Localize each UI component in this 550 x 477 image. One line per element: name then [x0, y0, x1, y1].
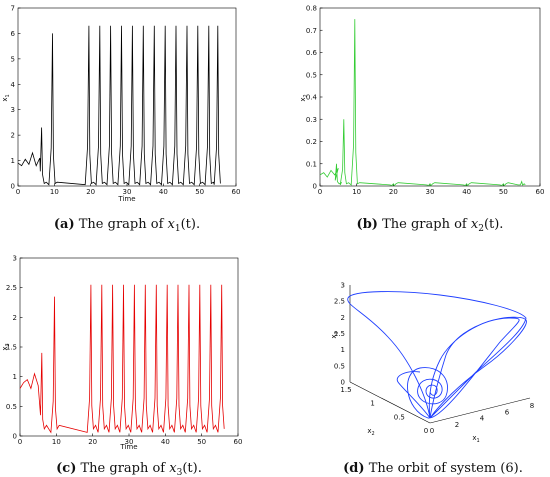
- x-tick-label: 50: [499, 188, 508, 196]
- x3-tick-label: 2: [341, 314, 345, 322]
- ticks-c: 0 10 20 30 40 50 60 0 0.5 1 1.5 2 2.5 3: [6, 255, 243, 447]
- x-tick-label: 50: [195, 188, 204, 196]
- x-tick-label: 20: [389, 188, 398, 196]
- y-tick-label: 0.6: [306, 49, 318, 57]
- x-tick-label: 20: [88, 438, 97, 446]
- x-tick-label: 30: [125, 438, 134, 446]
- y-tick-label: 0.3: [306, 116, 317, 124]
- y-tick-label: 2.5: [6, 284, 17, 292]
- y-tick-label: 3: [13, 255, 17, 263]
- panel-c: 0 10 20 30 40 50 60 0 0.5 1 1.5 2 2.5 3 Time x3 (c) T…: [1, 255, 242, 477]
- axes-3d: [349, 285, 531, 424]
- x1-tick-label: 0: [430, 427, 434, 435]
- ylabel-b: x2: [299, 94, 309, 101]
- x-tick-label: 10: [50, 188, 59, 196]
- x2-tick-label: 1.5: [340, 386, 351, 394]
- x-tick-label: 60: [232, 188, 241, 196]
- series-line-c: [19, 284, 225, 434]
- y-tick-label: 3: [11, 106, 15, 114]
- ylabel-d: x2: [367, 427, 374, 437]
- x3-tick-label: 1: [341, 346, 345, 354]
- caption-c: (c) The graph of x3(t).: [56, 461, 202, 477]
- ticks-a: 0 10 20 30 40 50 60 0 1 2 3 4 5 6 7: [11, 5, 241, 197]
- orbit-curve: [347, 291, 527, 419]
- x-tick-label: 0: [18, 438, 22, 446]
- y-tick-label: 0.2: [306, 138, 317, 146]
- ylabel-c: x3: [1, 343, 11, 350]
- x-tick-label: 60: [234, 438, 243, 446]
- y-tick-label: 2: [13, 314, 17, 322]
- x-tick-label: 20: [86, 188, 95, 196]
- xlabel-d: x1: [472, 434, 479, 444]
- x-tick-label: 0: [16, 188, 20, 196]
- y-tick-label: 4: [11, 81, 16, 89]
- y-tick-label: 0.1: [306, 160, 317, 168]
- y-tick-label: 0.5: [6, 403, 17, 411]
- xlabel-a: Time: [117, 195, 135, 203]
- series-line-a: [17, 25, 221, 186]
- x2-tick-label: 0: [424, 427, 428, 435]
- y-tick-label: 0.8: [306, 5, 317, 13]
- series-line-b: [319, 19, 526, 187]
- x-tick-label: 50: [197, 438, 206, 446]
- y-tick-label: 0: [11, 183, 15, 191]
- x-tick-label: 30: [123, 188, 132, 196]
- ticks-b: 0 10 20 30 40 50 60 0 0.1 0.2 0.3 0.4 0.5 0.6 0.7 0.8: [306, 5, 545, 197]
- x3-tick-label: 0.5: [334, 362, 345, 370]
- x1-tick-label: 4: [480, 415, 485, 423]
- caption-d: (d) The orbit of system (6).: [343, 461, 523, 476]
- x-tick-label: 30: [426, 188, 435, 196]
- zlabel-d: x3: [330, 331, 340, 338]
- panel-b: 0 10 20 30 40 50 60 0 0.1 0.2 0.3 0.4 0.5 0.6 0.7 0.8 x…: [299, 5, 544, 235]
- y-tick-label: 2: [11, 132, 15, 140]
- x-tick-label: 40: [462, 188, 471, 196]
- caption-b: (b) The graph of x2(t).: [357, 217, 504, 234]
- x1-tick-label: 8: [530, 402, 534, 410]
- x-tick-label: 40: [159, 188, 168, 196]
- y-tick-label: 0: [313, 183, 317, 191]
- panel-a: 0 10 20 30 40 50 60 0 1 2 3 4 5 6 7 Time x1 (a) The gr…: [1, 5, 240, 235]
- x-tick-label: 40: [161, 438, 170, 446]
- y-tick-label: 1: [11, 157, 15, 165]
- y-tick-label: 0.7: [306, 27, 317, 35]
- x1-tick-label: 6: [505, 408, 510, 416]
- y-tick-label: 0: [13, 433, 17, 441]
- y-tick-label: 7: [11, 5, 15, 13]
- x-tick-label: 10: [352, 188, 361, 196]
- y-tick-label: 1: [13, 373, 17, 381]
- x2-tick-label: 1: [370, 400, 374, 408]
- y-tick-label: 0.4: [306, 94, 318, 102]
- x-tick-label: 60: [536, 188, 545, 196]
- x2-tick-label: 0.5: [394, 413, 405, 421]
- x3-tick-label: 0: [341, 379, 345, 387]
- x1-tick-label: 2: [455, 421, 459, 429]
- y-tick-label: 0.5: [306, 71, 317, 79]
- x3-tick-label: 3: [341, 282, 345, 290]
- xlabel-c: Time: [119, 443, 137, 451]
- y-tick-label: 6: [11, 30, 16, 38]
- y-tick-label: 5: [11, 55, 15, 63]
- x-tick-label: 10: [52, 438, 61, 446]
- x3-tick-label: 1.5: [334, 330, 345, 338]
- x3-tick-label: 2.5: [334, 298, 345, 306]
- ylabel-a: x1: [1, 94, 11, 101]
- y-tick-label: 1.5: [6, 344, 17, 352]
- caption-a: (a) The graph of x1(t).: [54, 217, 200, 234]
- x-tick-label: 0: [318, 188, 322, 196]
